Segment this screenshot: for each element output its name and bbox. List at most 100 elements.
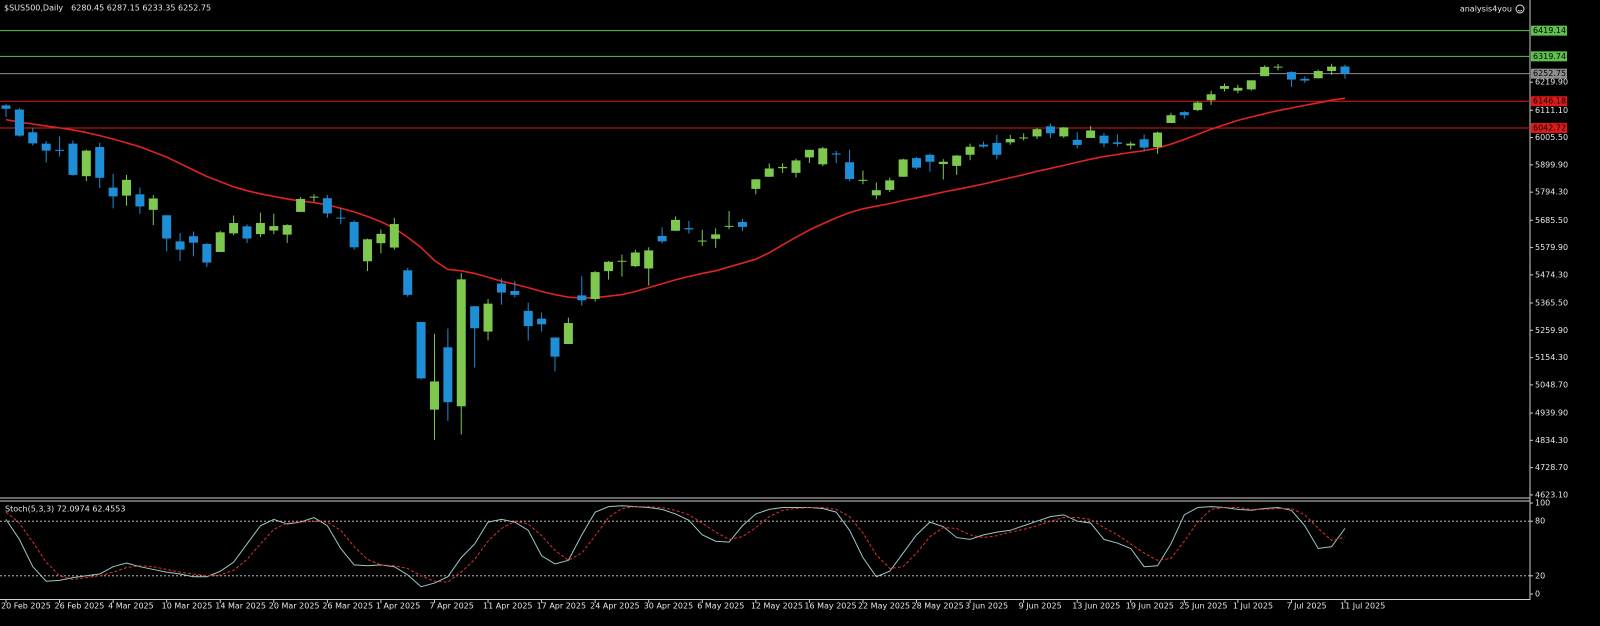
x-tick-label: 6 May 2025 <box>697 602 744 611</box>
candle-body <box>898 159 908 177</box>
candle-body <box>403 270 413 295</box>
candle-body <box>1139 139 1149 148</box>
x-tick-label: 30 Apr 2025 <box>644 602 693 611</box>
candle-body <box>322 198 332 214</box>
candle-body <box>28 132 38 144</box>
y-tick-label: 20 <box>1535 571 1545 580</box>
y-tick-label: 5579.90 <box>1535 243 1568 252</box>
candle-body <box>523 310 533 327</box>
y-tick-label: 5365.50 <box>1535 299 1568 308</box>
candle-body <box>336 217 346 219</box>
x-tick-label: 11 Apr 2025 <box>483 602 532 611</box>
candle-body <box>617 260 627 262</box>
x-tick-label: 17 Apr 2025 <box>537 602 586 611</box>
candle-body <box>577 295 587 301</box>
candle-body <box>68 143 78 175</box>
candle-body <box>1327 66 1337 72</box>
candle-body <box>1286 72 1296 80</box>
level-label-box <box>1531 68 1567 79</box>
y-tick-label: 5794.30 <box>1535 188 1568 197</box>
y-tick-label: 100 <box>1535 499 1550 508</box>
x-tick-label: 7 Jul 2025 <box>1286 602 1326 611</box>
x-tick-label: 11 Jul 2025 <box>1340 602 1385 611</box>
candle-body <box>604 261 614 272</box>
candle-body <box>108 187 118 197</box>
candle-body <box>363 239 373 262</box>
x-tick-label: 13 Jun 2025 <box>1072 602 1120 611</box>
candle-body <box>202 243 212 263</box>
candle-body <box>456 279 466 407</box>
level-label: 6146.18 <box>1533 97 1566 106</box>
candle-body <box>952 155 962 166</box>
candle-body <box>122 179 132 196</box>
candle-body <box>1233 87 1243 91</box>
candle-body <box>1206 94 1216 101</box>
candle-body <box>657 235 667 242</box>
candle-body <box>978 144 988 147</box>
x-tick-label: 20 Mar 2025 <box>269 602 320 611</box>
symbol-title: $SUS500,Daily <box>4 4 63 13</box>
candle-body <box>349 221 359 248</box>
candle-body <box>95 147 105 178</box>
candle-body <box>858 179 868 181</box>
x-tick-label: 20 Feb 2025 <box>1 602 51 611</box>
x-tick-label: 26 Feb 2025 <box>55 602 105 611</box>
y-tick-label: 4939.90 <box>1535 409 1568 418</box>
candle-body <box>41 143 51 151</box>
candle-body <box>1273 66 1283 68</box>
y-tick-label: 5154.30 <box>1535 353 1568 362</box>
candle-body <box>697 240 707 242</box>
stoch-line <box>5 506 1346 583</box>
level-label-box <box>1531 122 1567 133</box>
moving-average <box>5 97 1346 299</box>
x-tick-label: 7 Apr 2025 <box>429 602 473 611</box>
x-tick-label: 19 Jun 2025 <box>1126 602 1174 611</box>
y-tick-label: 80 <box>1535 517 1545 526</box>
candle-body <box>644 250 654 269</box>
candle-body <box>925 154 935 162</box>
candle-body <box>938 161 948 165</box>
candle-body <box>296 198 306 212</box>
candle-body <box>1340 66 1350 74</box>
candle-body <box>1005 138 1015 143</box>
candle-body <box>55 149 65 151</box>
candle-body <box>1313 71 1323 79</box>
watermark: analysis4you <box>1460 5 1512 14</box>
x-tick-label: 10 Mar 2025 <box>162 602 213 611</box>
candle-body <box>229 223 239 234</box>
y-tick-label: 5899.90 <box>1535 160 1568 169</box>
candle-body <box>724 225 734 227</box>
candle-body <box>912 158 922 168</box>
candle-body <box>871 190 881 196</box>
candle-body <box>1 105 11 109</box>
candle-body <box>630 252 640 267</box>
stoch-line <box>5 505 1346 588</box>
candle-body <box>1246 80 1256 90</box>
candle-body <box>510 290 520 295</box>
candle-body <box>443 347 453 403</box>
candle-body <box>737 221 747 227</box>
x-tick-label: 9 Jun 2025 <box>1019 602 1062 611</box>
candle-body <box>1193 102 1203 111</box>
level-label: 6419.14 <box>1533 26 1566 35</box>
candle-body <box>1059 127 1069 137</box>
candle-body <box>215 232 225 252</box>
level-label: 6252.75 <box>1533 69 1566 78</box>
candle-body <box>1260 66 1270 77</box>
x-tick-label: 1 Apr 2025 <box>376 602 420 611</box>
candle-body <box>1153 132 1163 148</box>
candle-body <box>711 234 721 239</box>
candle-body <box>965 146 975 155</box>
ohlc-values: 6280.45 6287.15 6233.35 6252.75 <box>71 4 211 13</box>
x-tick-label: 16 May 2025 <box>804 602 856 611</box>
candle-body <box>14 109 24 136</box>
y-tick-label: 6219.90 <box>1535 78 1568 87</box>
x-tick-label: 12 May 2025 <box>751 602 803 611</box>
candle-body <box>269 226 279 231</box>
candle-body <box>81 150 91 177</box>
candle-body <box>483 303 493 332</box>
candle-body <box>496 283 506 293</box>
x-tick-label: 3 Jun 2025 <box>965 602 1008 611</box>
